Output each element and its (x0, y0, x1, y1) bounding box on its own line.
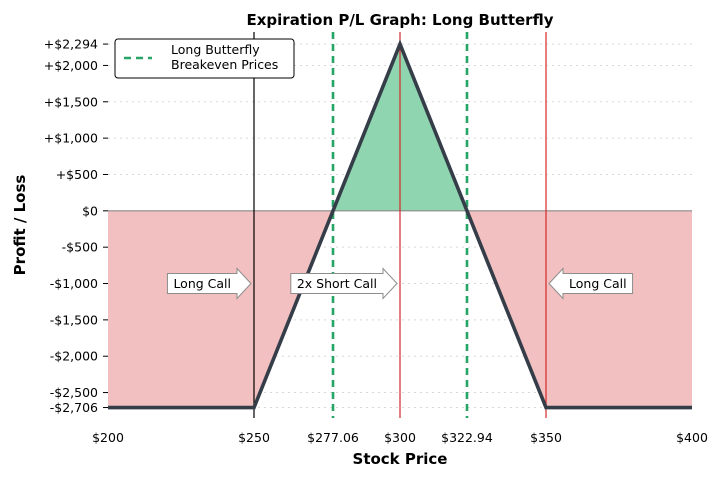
callout-arrow (548, 267, 634, 300)
callout-arrow (290, 267, 398, 300)
payoff-line-group (108, 39, 692, 410)
x-tick-label: $400 (676, 430, 708, 445)
x-tick-label: $277.06 (307, 430, 359, 445)
strike-lines (253, 32, 547, 418)
x-tick-label: $300 (384, 430, 416, 445)
callout-label: 2x Short Call (297, 276, 377, 291)
x-tick-label: $250 (238, 430, 270, 445)
callout-label: Long Call (569, 276, 627, 291)
callout: Long Call (166, 267, 252, 300)
x-axis-label: Stock Price (353, 450, 448, 468)
y-tick-label: -$500 (62, 240, 98, 255)
callout: Long Call (548, 267, 634, 300)
y-tick-label: -$2,500 (50, 385, 98, 400)
callout: 2x Short Call (290, 267, 398, 300)
loss-area-right (466, 210, 692, 408)
callout-label: Long Call (173, 276, 231, 291)
y-tick-label: -$1,000 (50, 276, 98, 291)
y-axis-label: Profit / Loss (11, 175, 29, 276)
breakeven-lines (331, 32, 469, 418)
x-tick-label: $200 (92, 430, 124, 445)
payoff-line (108, 39, 692, 410)
loss-area-left (108, 210, 334, 408)
y-tick-label: $0 (82, 203, 98, 218)
y-tick-label: -$2,706 (50, 400, 98, 415)
chart-title: Expiration P/L Graph: Long Butterfly (247, 11, 554, 29)
y-tick-label: +$500 (56, 167, 98, 182)
legend-box (114, 38, 295, 79)
pl-fill-areas (108, 44, 692, 408)
y-tick-label: -$1,500 (50, 312, 98, 327)
x-tick-label: $350 (530, 430, 562, 445)
legend-label: Long Butterfly (171, 42, 260, 57)
y-tick-label: +$2,000 (44, 58, 98, 73)
y-axis-ticks: +$2,294 +$2,000 +$1,500 +$1,000 +$500 $0 -$500… (44, 37, 108, 415)
legend-label: Breakeven Prices (171, 57, 278, 72)
y-tick-label: +$1,500 (44, 94, 98, 109)
y-tick-label: +$1,000 (44, 131, 98, 146)
y-tick-label: +$2,294 (44, 37, 98, 52)
strike-callouts: Long Call 2x Short Call Long Call (166, 267, 634, 300)
x-tick-label: $322.94 (441, 430, 493, 445)
callout-arrow (166, 267, 252, 300)
y-tick-label: -$2,000 (50, 349, 98, 364)
x-axis-ticks: $200 $250 $277.06 $300 $322.94 $350 $400 (92, 430, 708, 445)
